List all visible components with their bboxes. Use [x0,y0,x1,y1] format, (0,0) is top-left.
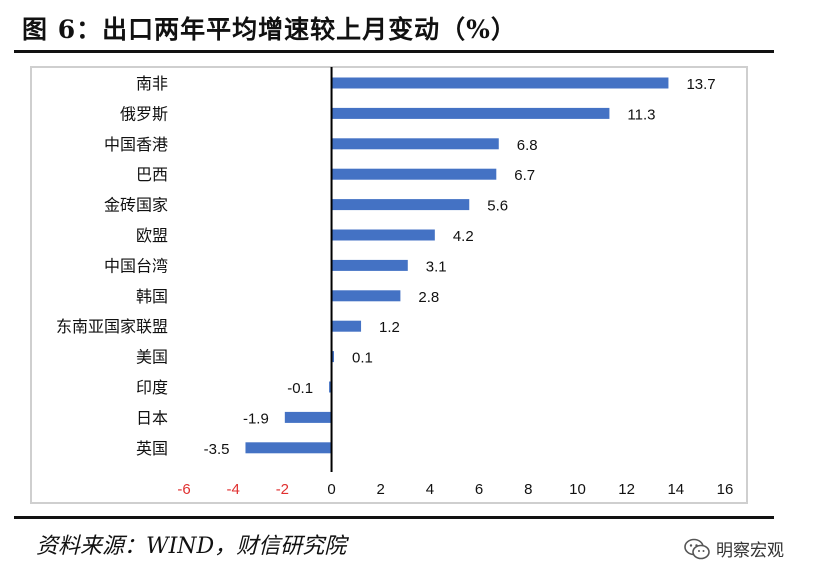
category-label-8: 东南亚国家联盟 [56,317,168,336]
bar-6 [331,259,408,271]
source-divider [14,516,774,519]
data-label-8: 1.2 [379,319,400,336]
category-label-2: 中国香港 [104,135,168,154]
x-tick-label-9: 12 [618,481,635,498]
x-tick-label-2: -2 [276,481,289,498]
x-tick-label-11: 16 [717,481,734,498]
x-tick-label-4: 2 [377,481,385,498]
x-tick-label-7: 8 [524,481,532,498]
source-note: 资料来源：WIND，财信研究院 [36,534,347,559]
category-label-6: 中国台湾 [104,256,168,275]
chart-title: 图 6：出口两年平均增速较上月变动（%） [22,15,517,44]
category-label-11: 日本 [136,408,168,427]
title-divider [14,50,774,53]
x-tick-label-6: 6 [475,481,483,498]
x-tick-label-8: 10 [569,481,586,498]
bar-1 [331,107,610,119]
category-label-0: 南非 [136,74,168,93]
bar-9 [331,351,335,363]
bar-8 [331,320,362,332]
x-tick-label-1: -4 [227,481,240,498]
category-label-12: 英国 [136,439,168,458]
data-label-9: 0.1 [352,350,373,367]
x-tick-label-10: 14 [667,481,684,498]
chart-frame [30,66,748,504]
x-tick-label-5: 4 [426,481,434,498]
watermark-text: 明察宏观 [716,541,784,561]
data-label-6: 3.1 [426,258,447,275]
category-label-4: 金砖国家 [104,196,168,215]
watermark-logo: 明察宏观 [684,536,784,561]
data-label-4: 5.6 [487,198,508,215]
bar-10 [329,381,332,393]
data-label-12: -3.5 [204,441,230,458]
data-label-0: 13.7 [686,76,715,93]
bar-12 [245,442,332,454]
bar-2 [331,138,499,150]
data-label-2: 6.8 [517,137,538,154]
category-label-10: 印度 [136,378,168,397]
data-label-10: -0.1 [287,380,313,397]
bar-4 [331,199,470,211]
data-label-3: 6.7 [514,167,535,184]
wechat-icon [684,538,710,559]
category-label-5: 欧盟 [136,226,168,245]
data-label-7: 2.8 [418,289,439,306]
x-tick-label-3: 0 [327,481,335,498]
bar-5 [331,229,435,241]
bar-11 [284,411,332,423]
bar-0 [331,77,669,89]
bar-7 [331,290,401,302]
data-label-1: 11.3 [627,106,655,123]
category-label-9: 美国 [136,348,168,367]
category-label-3: 巴西 [136,165,168,184]
data-label-11: -1.9 [243,410,269,427]
bar-3 [331,168,497,180]
category-label-1: 俄罗斯 [120,104,168,123]
category-label-7: 韩国 [136,287,168,306]
data-label-5: 4.2 [453,228,474,245]
x-tick-label-0: -6 [177,481,190,498]
